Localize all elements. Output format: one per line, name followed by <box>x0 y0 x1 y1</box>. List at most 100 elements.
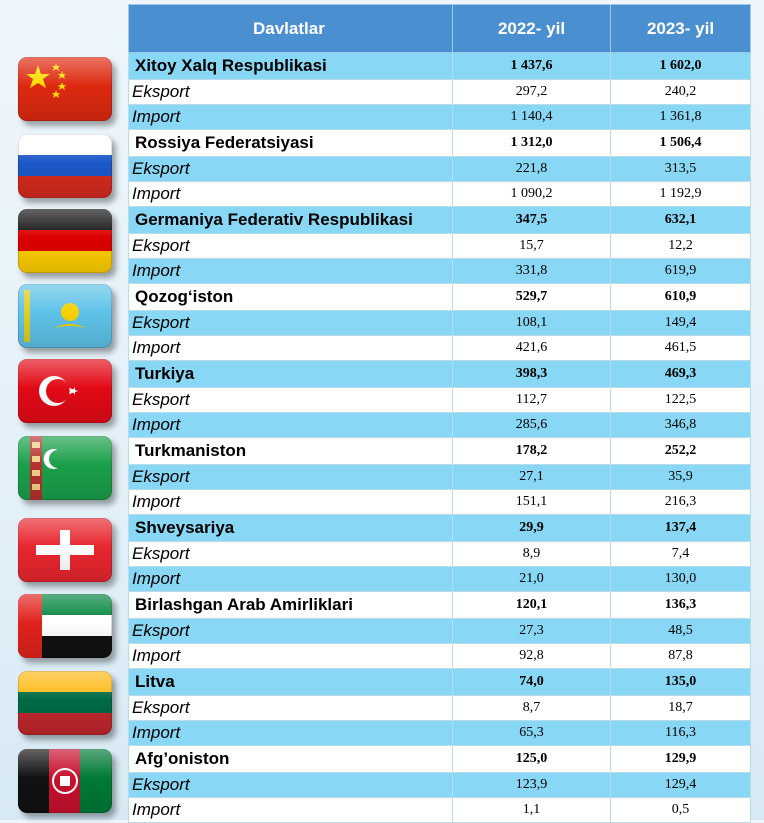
germany-flag-icon <box>18 209 112 273</box>
value-2022: 29,9 <box>452 514 611 542</box>
country-row: Birlashgan Arab Amirliklari 120,1 136,3 <box>128 591 751 619</box>
table-row: Eksport 8,7 18,7 <box>128 695 751 721</box>
country-row: Turkmaniston 178,2 252,2 <box>128 437 751 465</box>
value-2023: 122,5 <box>610 387 751 413</box>
header-2022: 2022- yil <box>452 4 611 53</box>
table-row: Eksport 27,3 48,5 <box>128 618 751 644</box>
table-body: Xitoy Xalq Respublikasi 1 437,6 1 602,0 Eks… <box>128 52 751 823</box>
value-2023: 632,1 <box>610 206 751 234</box>
value-2022: 120,1 <box>452 591 611 619</box>
row-label: Eksport <box>128 233 453 259</box>
country-row: Litva 74,0 135,0 <box>128 668 751 696</box>
value-2022: 297,2 <box>452 79 611 105</box>
table-row: Import 285,6 346,8 <box>128 412 751 438</box>
table-row: Import 65,3 116,3 <box>128 720 751 746</box>
table-row: Import 421,6 461,5 <box>128 335 751 361</box>
value-2022: 15,7 <box>452 233 611 259</box>
table-row: Eksport 123,9 129,4 <box>128 772 751 798</box>
value-2022: 529,7 <box>452 283 611 311</box>
table-row: Eksport 112,7 122,5 <box>128 387 751 413</box>
value-2022: 221,8 <box>452 156 611 182</box>
china-flag-icon <box>18 57 112 121</box>
row-label: Birlashgan Arab Amirliklari <box>128 591 453 619</box>
row-label: Eksport <box>128 156 453 182</box>
afghanistan-flag-icon <box>18 749 112 813</box>
table-row: Import 1 090,2 1 192,9 <box>128 181 751 207</box>
flag-column <box>0 0 128 820</box>
value-2022: 1 437,6 <box>452 52 611 80</box>
switzerland-flag-icon <box>18 518 112 582</box>
value-2023: 149,4 <box>610 310 751 336</box>
uae-flag-icon <box>18 594 112 658</box>
value-2022: 8,9 <box>452 541 611 567</box>
kazakhstan-flag-icon <box>18 284 112 348</box>
table-row: Import 21,0 130,0 <box>128 566 751 592</box>
value-2023: 18,7 <box>610 695 751 721</box>
row-label: Eksport <box>128 79 453 105</box>
value-2023: 240,2 <box>610 79 751 105</box>
header-countries: Davlatlar <box>128 4 453 53</box>
value-2023: 619,9 <box>610 258 751 284</box>
row-label: Eksport <box>128 618 453 644</box>
table-row: Import 1 140,4 1 361,8 <box>128 104 751 130</box>
value-2023: 1 361,8 <box>610 104 751 130</box>
value-2023: 1 602,0 <box>610 52 751 80</box>
row-label: Eksport <box>128 387 453 413</box>
value-2022: 92,8 <box>452 643 611 669</box>
row-label: Import <box>128 643 453 669</box>
row-label: Eksport <box>128 541 453 567</box>
row-label: Import <box>128 335 453 361</box>
value-2023: 48,5 <box>610 618 751 644</box>
table-row: Eksport 8,9 7,4 <box>128 541 751 567</box>
value-2022: 74,0 <box>452 668 611 696</box>
row-label: Afg’oniston <box>128 745 453 773</box>
table-row: Eksport 27,1 35,9 <box>128 464 751 490</box>
table-row: Eksport 297,2 240,2 <box>128 79 751 105</box>
value-2023: 313,5 <box>610 156 751 182</box>
row-label: Eksport <box>128 695 453 721</box>
value-2022: 1 312,0 <box>452 129 611 157</box>
value-2023: 1 506,4 <box>610 129 751 157</box>
value-2023: 87,8 <box>610 643 751 669</box>
value-2022: 331,8 <box>452 258 611 284</box>
value-2023: 252,2 <box>610 437 751 465</box>
value-2022: 398,3 <box>452 360 611 388</box>
row-label: Import <box>128 412 453 438</box>
trade-table: Davlatlar 2022- yil 2023- yil Xitoy Xalq… <box>128 4 751 823</box>
row-label: Turkmaniston <box>128 437 453 465</box>
table-header-row: Davlatlar 2022- yil 2023- yil <box>128 4 751 53</box>
country-row: Qozog‘iston 529,7 610,9 <box>128 283 751 311</box>
value-2023: 461,5 <box>610 335 751 361</box>
header-2023: 2023- yil <box>610 4 751 53</box>
row-label: Import <box>128 489 453 515</box>
country-row: Germaniya Federativ Respublikasi 347,5 632… <box>128 206 751 234</box>
value-2022: 27,3 <box>452 618 611 644</box>
value-2023: 610,9 <box>610 283 751 311</box>
value-2023: 129,4 <box>610 772 751 798</box>
table-row: Import 1,1 0,5 <box>128 797 751 823</box>
table-row: Import 331,8 619,9 <box>128 258 751 284</box>
trade-table-container: Davlatlar 2022- yil 2023- yil Xitoy Xalq… <box>128 4 751 823</box>
value-2023: 216,3 <box>610 489 751 515</box>
value-2022: 123,9 <box>452 772 611 798</box>
value-2023: 35,9 <box>610 464 751 490</box>
turkey-flag-icon <box>18 359 112 423</box>
value-2022: 21,0 <box>452 566 611 592</box>
value-2023: 12,2 <box>610 233 751 259</box>
value-2023: 346,8 <box>610 412 751 438</box>
row-label: Eksport <box>128 772 453 798</box>
country-row: Rossiya Federatsiyasi 1 312,0 1 506,4 <box>128 129 751 157</box>
value-2022: 178,2 <box>452 437 611 465</box>
value-2022: 421,6 <box>452 335 611 361</box>
turkmenistan-flag-icon <box>18 436 112 500</box>
value-2022: 65,3 <box>452 720 611 746</box>
value-2022: 108,1 <box>452 310 611 336</box>
value-2023: 130,0 <box>610 566 751 592</box>
value-2022: 125,0 <box>452 745 611 773</box>
country-row: Turkiya 398,3 469,3 <box>128 360 751 388</box>
row-label: Shveysariya <box>128 514 453 542</box>
table-row: Eksport 15,7 12,2 <box>128 233 751 259</box>
value-2022: 1 140,4 <box>452 104 611 130</box>
row-label: Import <box>128 797 453 823</box>
row-label: Litva <box>128 668 453 696</box>
